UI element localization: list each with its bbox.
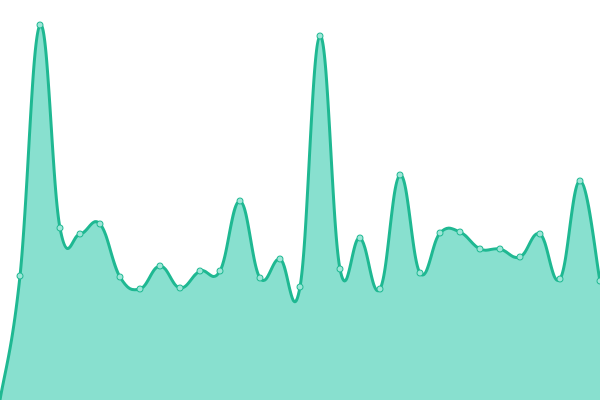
data-point — [176, 284, 184, 292]
data-point — [296, 283, 304, 291]
data-point — [16, 272, 24, 280]
data-point — [136, 285, 144, 293]
data-point — [476, 245, 484, 253]
data-point — [396, 171, 404, 179]
data-point — [376, 285, 384, 293]
data-point — [256, 274, 264, 282]
data-point — [216, 267, 224, 275]
data-point — [316, 32, 324, 40]
data-point — [336, 265, 344, 273]
data-point — [496, 245, 504, 253]
data-point — [436, 229, 444, 237]
data-point — [116, 273, 124, 281]
data-point — [76, 230, 84, 238]
data-point — [196, 267, 204, 275]
data-point — [556, 275, 564, 283]
data-point — [456, 228, 464, 236]
data-point — [356, 234, 364, 242]
data-point — [156, 262, 164, 270]
data-point — [236, 197, 244, 205]
data-point — [56, 224, 64, 232]
data-point — [576, 177, 584, 185]
data-point — [36, 21, 44, 29]
data-point — [96, 220, 104, 228]
data-point — [416, 269, 424, 277]
data-point — [536, 230, 544, 238]
area-fill — [0, 24, 600, 400]
data-point — [596, 277, 600, 285]
data-point — [516, 253, 524, 261]
data-point — [276, 255, 284, 263]
